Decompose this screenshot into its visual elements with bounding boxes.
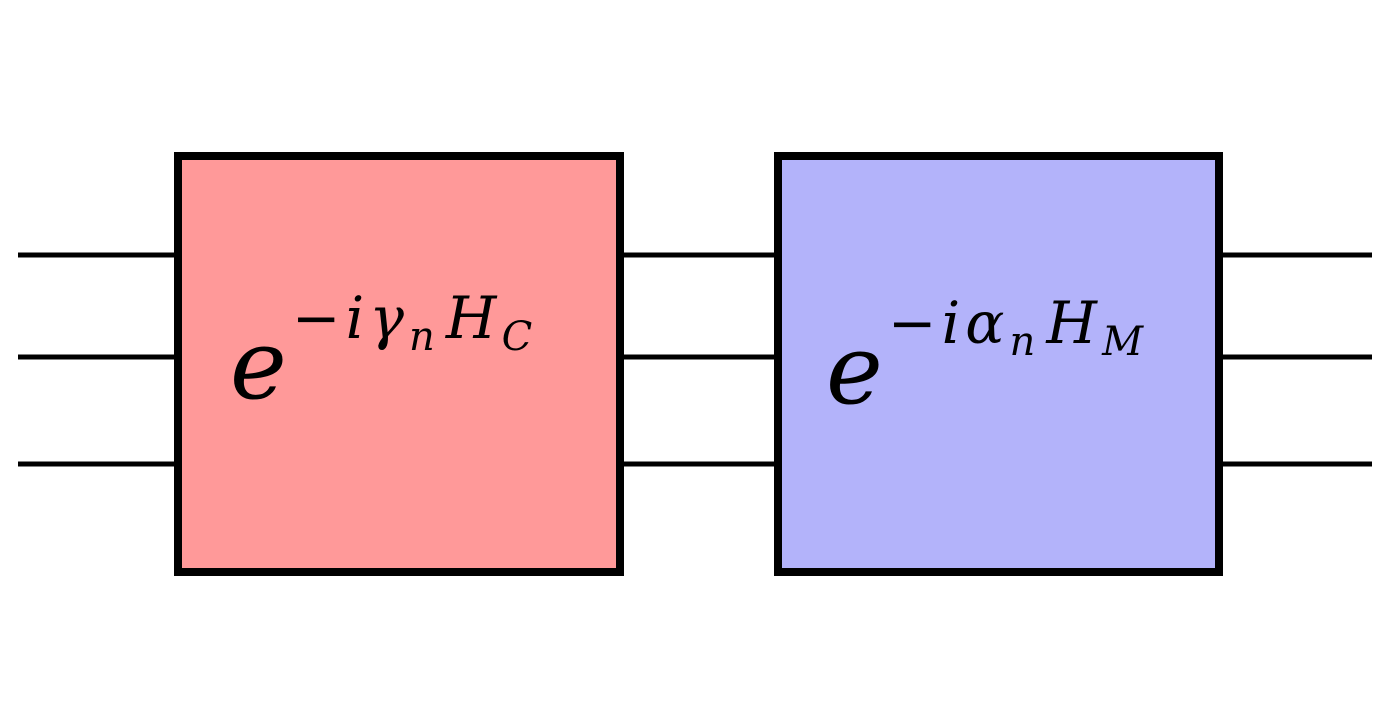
mixer-gate-ham-sub: M [1101, 319, 1144, 365]
mixer-gate-param-sub: n [1010, 319, 1036, 365]
cost-gate-exp-i: i [346, 284, 365, 352]
cost-gate-base: e [230, 309, 287, 421]
cost-gate-exp-sign: − [292, 284, 341, 352]
cost-gate-box [174, 152, 624, 576]
cost-gate-param-sub: n [409, 314, 435, 360]
mixer-gate-label: e − i α n H M [826, 289, 1144, 426]
mixer-gate-box [774, 152, 1223, 576]
mixer-gate: e − i α n H M [774, 152, 1223, 576]
mixer-gate-base: e [826, 314, 883, 426]
cost-gate: e − i γ n H C [174, 152, 624, 576]
mixer-gate-hamiltonian: H [1045, 289, 1098, 357]
cost-gate-label: e − i γ n H C [230, 284, 532, 421]
cost-gate-hamiltonian: H [445, 284, 498, 352]
cost-gate-ham-sub: C [502, 314, 533, 360]
mixer-gate-exp-i: i [942, 289, 961, 357]
mixer-gate-exp-sign: − [888, 289, 937, 357]
mixer-gate-param: α [965, 289, 1004, 357]
cost-gate-param: γ [369, 284, 404, 352]
